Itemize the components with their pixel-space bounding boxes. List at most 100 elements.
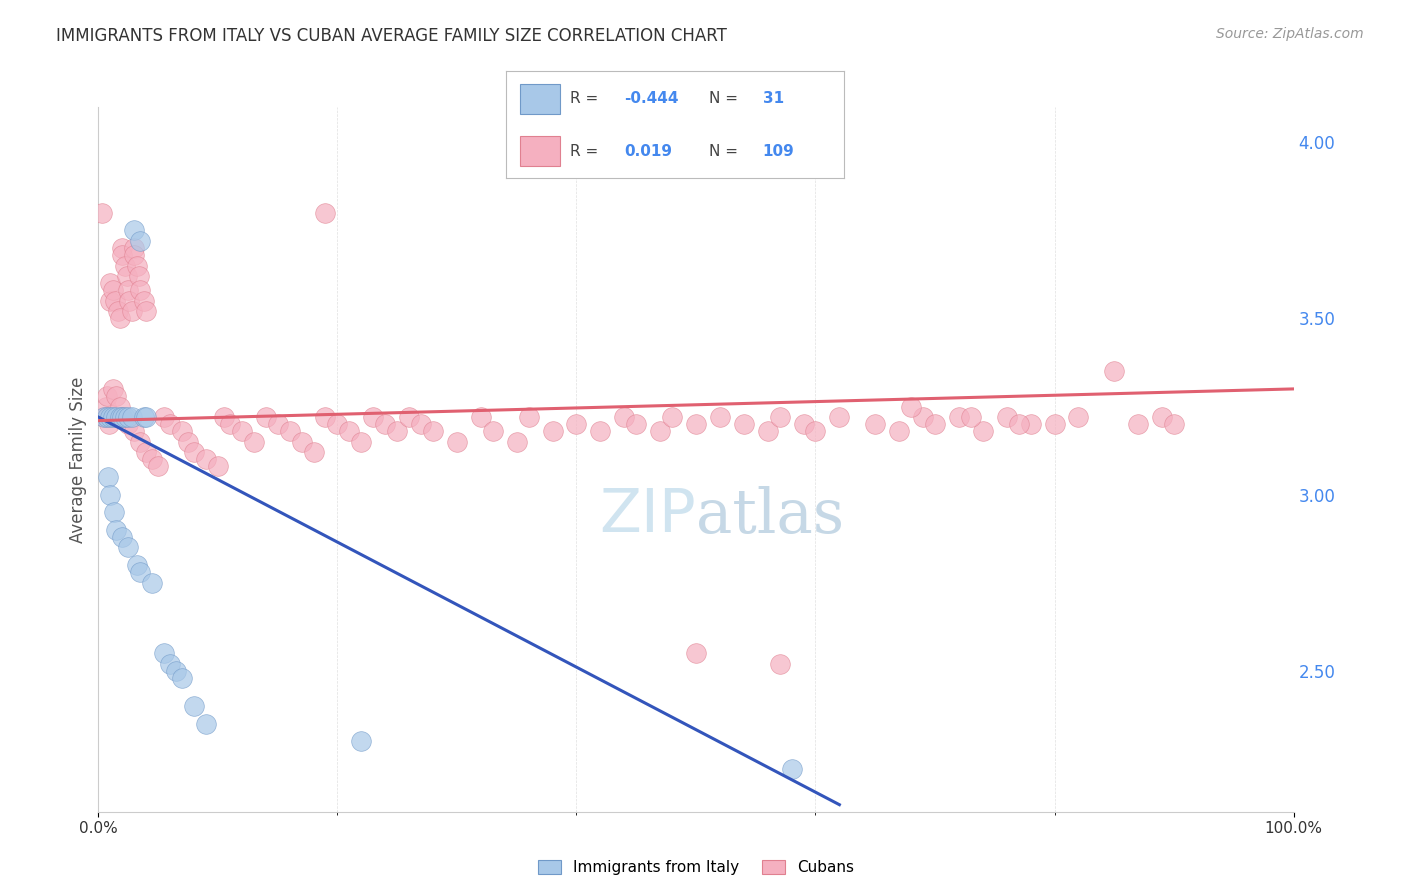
Point [685, 417, 707, 431]
Text: R =: R = [571, 91, 603, 106]
Point [115, 269, 138, 284]
Point [685, 646, 707, 660]
Point [828, 410, 851, 425]
Point [398, 410, 420, 425]
Point [278, 424, 301, 438]
Point [565, 417, 588, 431]
Point [111, 248, 134, 262]
Point [350, 734, 373, 748]
Text: 109: 109 [762, 144, 794, 159]
Point [128, 269, 150, 284]
Point [159, 417, 181, 431]
Point [103, 505, 125, 519]
Point [97, 470, 120, 484]
Point [212, 410, 235, 425]
Point [111, 410, 134, 425]
Point [117, 417, 139, 431]
Point [153, 410, 176, 425]
Point [108, 410, 131, 425]
Point [411, 417, 433, 431]
Text: 31: 31 [762, 91, 783, 106]
Point [506, 434, 529, 449]
Point [1019, 417, 1042, 431]
Point [117, 283, 139, 297]
Point [350, 434, 373, 449]
Bar [520, 136, 560, 166]
Point [589, 424, 612, 438]
Point [315, 205, 337, 219]
Point [446, 434, 468, 449]
Point [385, 424, 409, 438]
Point [470, 410, 492, 425]
Point [98, 276, 122, 290]
Point [1007, 417, 1029, 431]
Point [768, 657, 790, 671]
Point [1102, 364, 1125, 378]
Point [117, 541, 139, 555]
Point [172, 424, 194, 438]
Point [101, 283, 124, 297]
Point [889, 424, 911, 438]
Point [339, 424, 360, 438]
Point [98, 293, 122, 308]
Point [97, 410, 120, 425]
Point [374, 417, 396, 431]
Point [141, 575, 163, 590]
Bar [520, 84, 560, 114]
Point [254, 410, 277, 425]
Point [105, 389, 128, 403]
Point [105, 410, 128, 425]
Point [129, 283, 152, 297]
Point [995, 410, 1018, 425]
Point [1043, 417, 1066, 431]
Point [1128, 417, 1150, 431]
Point [911, 410, 934, 425]
Point [243, 434, 266, 449]
Point [948, 410, 970, 425]
Point [129, 234, 152, 248]
Point [194, 452, 218, 467]
Point [125, 558, 148, 573]
Point [98, 410, 122, 425]
Point [183, 445, 205, 459]
Point [117, 410, 139, 425]
Point [422, 424, 444, 438]
Point [709, 410, 731, 425]
Point [626, 417, 648, 431]
Point [108, 311, 131, 326]
Point [135, 410, 157, 425]
Point [290, 434, 312, 449]
Legend: Immigrants from Italy, Cubans: Immigrants from Italy, Cubans [531, 855, 860, 881]
Text: Source: ZipAtlas.com: Source: ZipAtlas.com [1216, 27, 1364, 41]
Point [780, 763, 803, 777]
Point [121, 410, 143, 425]
Text: atlas: atlas [696, 486, 844, 546]
Text: IMMIGRANTS FROM ITALY VS CUBAN AVERAGE FAMILY SIZE CORRELATION CHART: IMMIGRANTS FROM ITALY VS CUBAN AVERAGE F… [56, 27, 727, 45]
Point [114, 410, 136, 425]
Text: ZIP: ZIP [599, 486, 696, 545]
Point [93, 410, 115, 425]
Point [541, 424, 564, 438]
Point [135, 445, 157, 459]
Text: N =: N = [709, 144, 742, 159]
Point [132, 293, 155, 308]
Point [135, 304, 157, 318]
Point [177, 434, 200, 449]
Point [93, 410, 115, 425]
Point [326, 417, 349, 431]
Point [863, 417, 887, 431]
Point [107, 304, 129, 318]
Point [267, 417, 290, 431]
Text: N =: N = [709, 91, 742, 106]
Point [111, 530, 134, 544]
Point [1150, 410, 1173, 425]
Point [207, 459, 229, 474]
Point [183, 699, 205, 714]
Point [165, 664, 187, 678]
Point [124, 223, 146, 237]
Y-axis label: Average Family Size: Average Family Size [69, 376, 87, 542]
Point [315, 410, 337, 425]
Point [194, 716, 218, 731]
Point [141, 452, 163, 467]
Point [104, 293, 127, 308]
